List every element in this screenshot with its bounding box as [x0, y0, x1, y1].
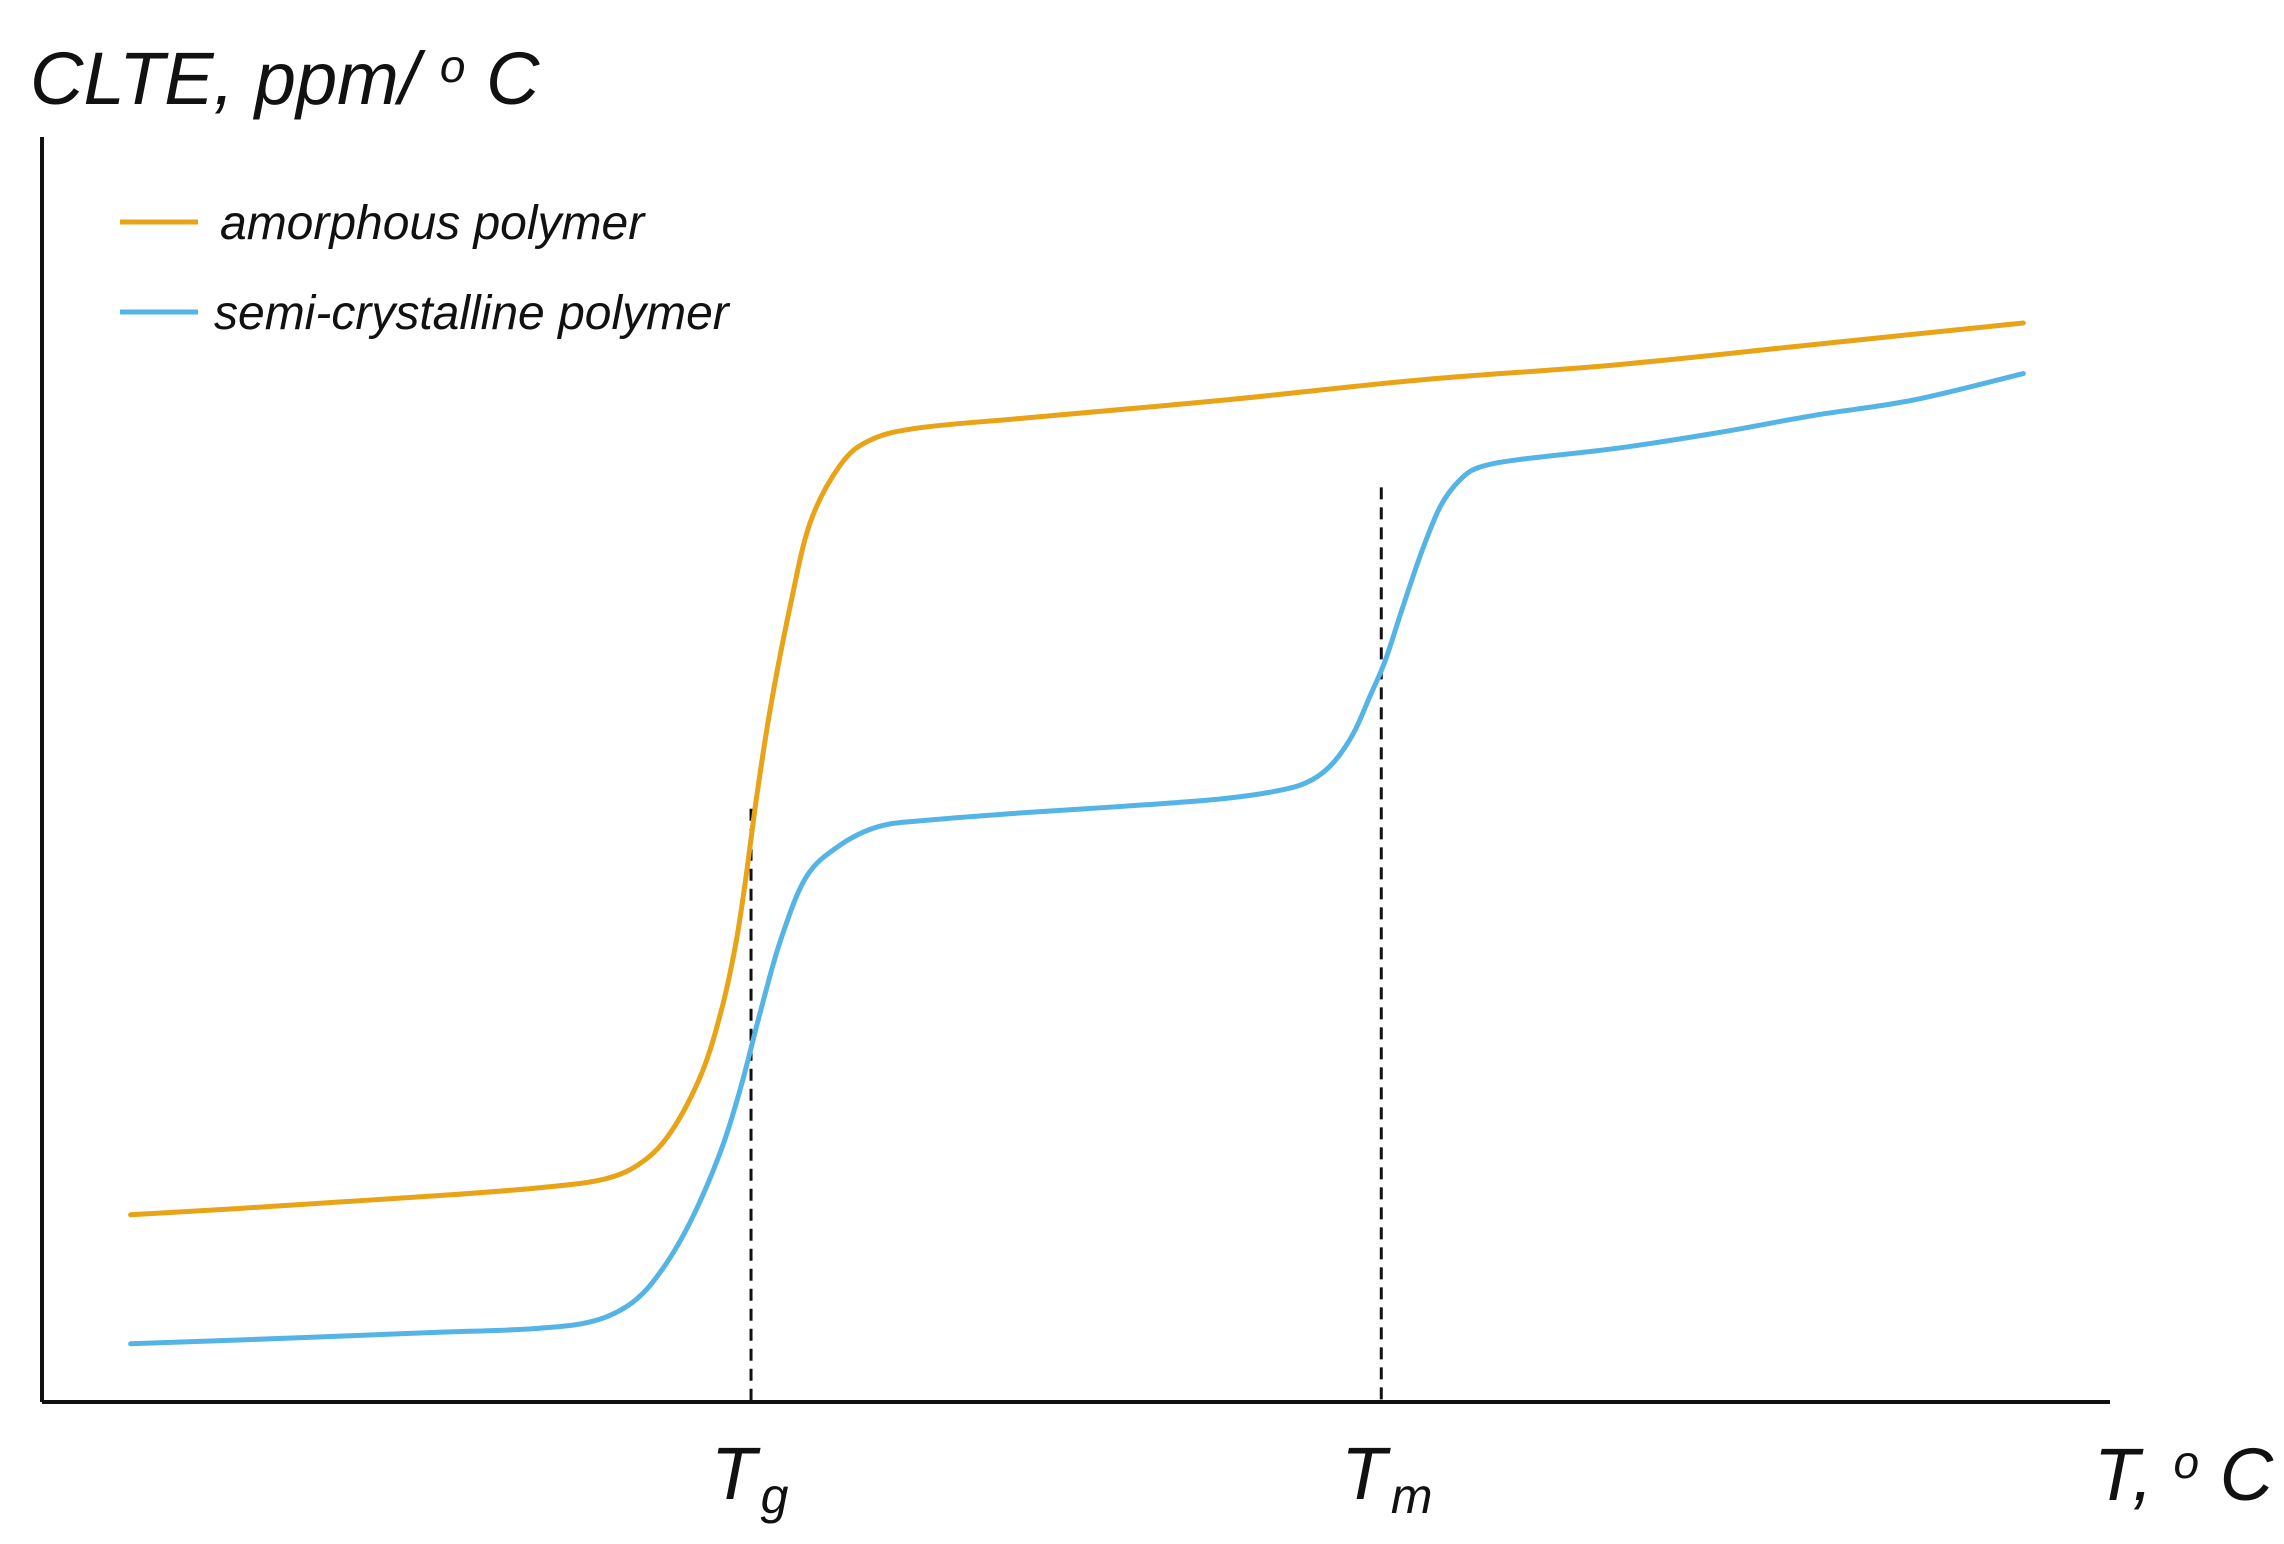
- x-axis-label-main: T,: [2094, 1433, 2174, 1516]
- legend-label-amorphous: amorphous polymer: [220, 197, 646, 250]
- x-tick-label-tm: T m: [1341, 1432, 1432, 1524]
- y-axis-label-degree: o: [440, 40, 466, 92]
- x-axis-label-end: C: [2220, 1433, 2274, 1516]
- y-axis-label-main: CLTE, ppm/: [30, 37, 426, 120]
- series-line-amorphous: [128, 320, 2026, 1218]
- x-tick-label-tm-sub: m: [1391, 1468, 1433, 1524]
- x-tick-label-tg: T g: [711, 1432, 789, 1524]
- x-tick-label-tm-main: T: [1341, 1432, 1391, 1515]
- legend-label-semi-crystalline: semi-crystalline polymer: [214, 287, 731, 340]
- x-tick-label-tg-sub: g: [761, 1468, 789, 1524]
- guide-lines-layer: [749, 487, 1383, 1402]
- x-axis-label: T, o C: [2094, 1433, 2274, 1516]
- y-axis-label: CLTE, ppm/ o C: [30, 37, 540, 120]
- x-tick-label-tg-main: T: [711, 1432, 761, 1515]
- series-lines-layer: [128, 320, 2026, 1347]
- series-line-semi-crystalline: [128, 371, 2026, 1347]
- y-axis-label-end: C: [486, 37, 540, 120]
- x-axis-label-degree: o: [2174, 1436, 2200, 1488]
- legend: amorphous polymer semi-crystalline polym…: [120, 197, 731, 340]
